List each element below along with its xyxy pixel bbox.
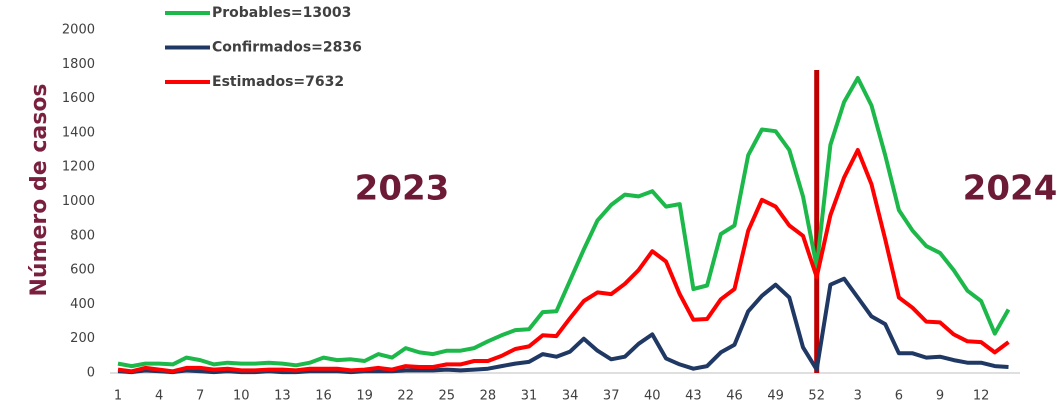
x-tick-label: 13	[274, 389, 291, 404]
x-tick-label: 49	[767, 389, 784, 404]
x-tick-label: 34	[562, 389, 579, 404]
series-line	[117, 76, 1011, 369]
y-axis-title: Número de casos	[27, 83, 52, 296]
x-tick-label: 4	[155, 389, 163, 404]
x-tick-label: 28	[480, 389, 497, 404]
year-label: 2023	[355, 169, 450, 209]
x-tick-label: 16	[315, 389, 332, 404]
y-tick-label: 400	[70, 297, 95, 312]
legend-label: Estimados=7632	[212, 74, 344, 90]
x-tick-label: 6	[895, 389, 903, 404]
y-tick-label: 2000	[62, 23, 95, 38]
x-tick-label: 9	[936, 389, 944, 404]
x-tick-label: 52	[808, 389, 825, 404]
legend-label: Confirmados=2836	[212, 40, 362, 56]
x-tick-label: 46	[726, 389, 743, 404]
x-tick-label: 1	[114, 389, 122, 404]
y-tick-label: 1400	[62, 125, 95, 140]
year-label: 2024	[963, 169, 1058, 209]
x-tick-label: 25	[439, 389, 456, 404]
y-tick-label: 600	[70, 263, 95, 278]
y-tick-label: 1000	[62, 194, 95, 209]
y-tick-label: 1800	[62, 57, 95, 72]
x-tick-label: 31	[521, 389, 538, 404]
y-tick-label: 1200	[62, 160, 95, 175]
x-tick-label: 22	[397, 389, 414, 404]
x-tick-label: 43	[685, 389, 702, 404]
y-tick-label: 200	[70, 331, 95, 346]
legend-label: Probables=13003	[212, 5, 351, 21]
x-tick-label: 7	[196, 389, 204, 404]
y-tick-label: 800	[70, 228, 95, 243]
x-tick-label: 12	[973, 389, 990, 404]
x-tick-label: 3	[854, 389, 862, 404]
y-tick-label: 1600	[62, 91, 95, 106]
x-tick-label: 19	[356, 389, 373, 404]
x-tick-label: 40	[644, 389, 661, 404]
y-tick-label: 0	[87, 366, 95, 381]
series-line	[117, 148, 1010, 374]
x-tick-label: 37	[603, 389, 620, 404]
x-tick-label: 10	[233, 389, 250, 404]
